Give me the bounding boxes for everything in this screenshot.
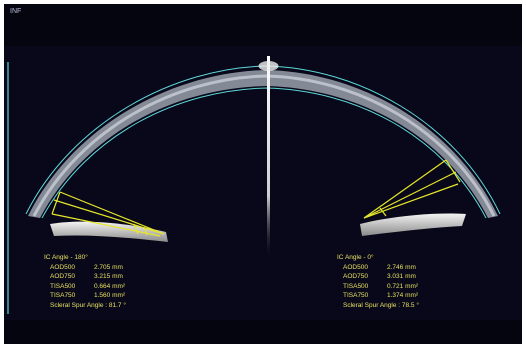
right-scleral-spur-angle: Scleral Spur Angle : 78.5 ° xyxy=(343,301,419,309)
right-aod750-value: 3.031 mm xyxy=(387,273,416,281)
scan-corner-label: INF xyxy=(10,8,22,15)
right-aod500-value: 2.746 mm xyxy=(387,263,416,271)
central-reflex xyxy=(267,56,270,256)
right-tisa750-label: TISA750 xyxy=(343,292,369,300)
left-tisa750-value: 1.560 mm² xyxy=(94,292,126,300)
bottom-band xyxy=(4,320,522,344)
left-tisa500-value: 0.664 mm² xyxy=(94,282,126,290)
left-aod750-label: AOD750 xyxy=(50,273,75,281)
anterior-segment-oct-image xyxy=(4,4,522,344)
left-tisa750-label: TISA750 xyxy=(50,292,76,300)
right-angle-readout: IC Angle - 0° AOD500 2.746 mm AOD750 3.031… xyxy=(337,253,419,311)
oct-scan-frame: INF IC Angle - 180° AOD500 2.705 mm AOD75… xyxy=(4,4,522,344)
top-band xyxy=(4,4,522,46)
right-aod750-label: AOD750 xyxy=(343,273,368,281)
iris-left xyxy=(50,221,168,242)
left-angle-title: IC Angle - 180° xyxy=(44,254,88,261)
right-aod500-label: AOD500 xyxy=(343,263,368,271)
right-tisa500-value: 0.721 mm² xyxy=(387,282,419,290)
left-angle-readout: IC Angle - 180° AOD500 2.705 mm AOD750 3.2… xyxy=(44,253,126,311)
left-scleral-spur-angle: Scleral Spur Angle : 81.7 ° xyxy=(50,301,126,309)
right-angle-title: IC Angle - 0° xyxy=(337,254,374,261)
cornea-posterior-outline xyxy=(41,87,487,219)
left-aod500-label: AOD500 xyxy=(50,263,75,271)
left-aod750-value: 3.215 mm xyxy=(94,273,123,281)
right-angle-lines xyxy=(363,159,461,219)
left-tisa500-label: TISA500 xyxy=(50,282,76,290)
left-aod500-value: 2.705 mm xyxy=(94,263,123,271)
left-angle-lines xyxy=(51,191,165,237)
cornea-epithelium xyxy=(32,74,496,217)
right-tisa500-label: TISA500 xyxy=(343,282,369,290)
iris-right xyxy=(360,213,466,236)
cornea xyxy=(28,70,498,218)
apex-reflex xyxy=(258,61,279,71)
right-tisa750-value: 1.374 mm² xyxy=(387,292,419,300)
